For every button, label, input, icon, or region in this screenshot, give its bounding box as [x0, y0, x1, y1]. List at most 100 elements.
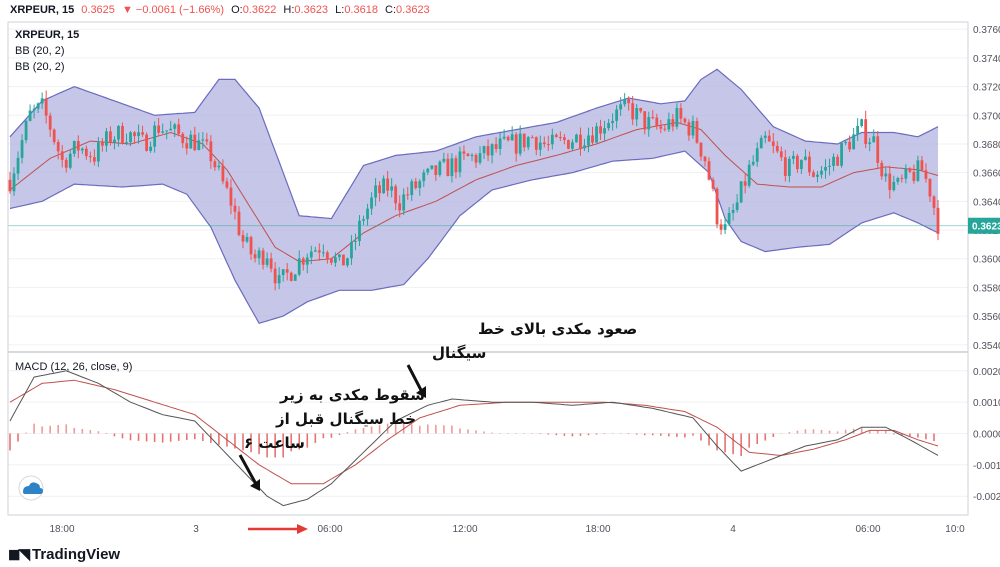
candle-body — [177, 124, 181, 134]
candle-body — [297, 258, 301, 275]
candle-body — [402, 194, 406, 211]
time-tick-label: 4 — [730, 524, 736, 535]
candle-body — [149, 146, 153, 151]
candle-body — [747, 164, 751, 186]
candle-body — [325, 252, 329, 259]
candle-body — [856, 125, 860, 135]
annotation-cross-up-line-2: سیگنال — [432, 344, 486, 362]
macd-histogram-bar — [700, 433, 702, 441]
candle-body — [711, 179, 715, 189]
macd-histogram-bar — [748, 433, 750, 448]
macd-histogram-bar — [796, 430, 799, 434]
indicator-bb-label-1[interactable]: BB (20, 2) — [15, 45, 65, 57]
candle-body — [916, 160, 920, 181]
macd-histogram-bar — [595, 433, 598, 435]
macd-label[interactable]: MACD (12, 26, close, 9) — [15, 361, 132, 373]
macd-pane[interactable] — [8, 370, 968, 507]
macd-histogram-bar — [756, 433, 759, 445]
candle-body — [864, 119, 868, 145]
candle-body — [16, 157, 20, 174]
macd-histogram-bar — [49, 425, 51, 434]
macd-histogram-bar — [370, 426, 373, 434]
candle-body — [20, 140, 24, 158]
candle-body — [165, 130, 169, 132]
macd-histogram-bar — [692, 433, 694, 436]
candle-body — [96, 142, 100, 162]
ohlc-low-label: L: — [335, 4, 344, 16]
pane-symbol-label[interactable]: XRPEUR, 15 — [15, 29, 79, 41]
candle-body — [24, 120, 28, 141]
candle-body — [60, 151, 64, 160]
candle-body — [932, 196, 936, 208]
candle-body — [892, 181, 896, 191]
price-pane[interactable] — [8, 28, 968, 346]
macd-histogram-bar — [868, 430, 871, 434]
candle-body — [181, 133, 185, 144]
candle-body — [514, 134, 518, 154]
candle-body — [860, 119, 864, 126]
macd-histogram-bar — [258, 433, 260, 455]
candle-body — [338, 254, 341, 258]
indicator-bb-label-2[interactable]: BB (20, 2) — [15, 61, 65, 73]
chart-logo-icon[interactable] — [18, 475, 44, 501]
candle-body — [783, 157, 787, 176]
candle-body — [723, 224, 727, 230]
candle-body — [406, 194, 410, 196]
macd-histogram-bar — [627, 433, 630, 435]
candle-body — [52, 129, 56, 143]
candle-body — [647, 117, 651, 130]
candle-body — [374, 185, 377, 198]
candle-body — [502, 136, 506, 139]
time-tick-label: 12:00 — [452, 524, 477, 535]
candle-body — [896, 178, 900, 182]
candle-body — [241, 235, 245, 242]
header-price: 0.3625 — [81, 4, 115, 16]
macd-histogram-bar — [290, 433, 293, 452]
candle-body — [265, 258, 269, 265]
candle-body — [281, 269, 285, 276]
ohlc-high-value: 0.3623 — [294, 4, 328, 16]
time-axis[interactable]: 18:00 3 06:00 12:00 18:00 4 06:00 10:0 — [49, 524, 965, 535]
candle-body — [358, 220, 361, 242]
bollinger-band-fill — [10, 69, 938, 324]
candle-body — [225, 181, 229, 188]
candle-body — [936, 207, 940, 234]
candle-body — [884, 173, 888, 177]
candle-body — [490, 144, 494, 156]
candle-body — [418, 181, 422, 189]
candle-body — [446, 158, 450, 177]
macd-histogram-bar — [603, 433, 606, 435]
candle-body — [301, 258, 305, 265]
candle-body — [795, 155, 799, 170]
candle-body — [434, 165, 438, 176]
candle-body — [522, 133, 526, 148]
macd-histogram-bar — [57, 425, 60, 434]
candle-body — [631, 103, 635, 120]
candle-body — [812, 172, 815, 177]
macd-histogram-bar — [901, 433, 903, 436]
candle-body — [575, 134, 578, 143]
macd-histogram-bar — [884, 430, 887, 434]
macd-histogram-bar — [322, 433, 325, 439]
macd-histogram-bar — [764, 433, 767, 441]
candle-body — [438, 161, 442, 176]
ohlc-high-label: H: — [283, 4, 294, 16]
candle-body — [458, 151, 462, 173]
candle-body — [129, 132, 132, 143]
macd-histogram-bar — [860, 427, 863, 434]
macd-histogram-bar — [274, 433, 276, 458]
candle-body — [755, 148, 759, 162]
candle-body — [350, 241, 353, 259]
candle-body — [76, 141, 80, 151]
current-price-badge — [968, 217, 1000, 234]
candle-body — [72, 141, 76, 154]
macd-histogram-bar — [804, 429, 807, 434]
candle-body — [627, 99, 631, 104]
macd-histogram-bar — [643, 433, 646, 436]
macd-histogram-bar — [724, 433, 726, 453]
